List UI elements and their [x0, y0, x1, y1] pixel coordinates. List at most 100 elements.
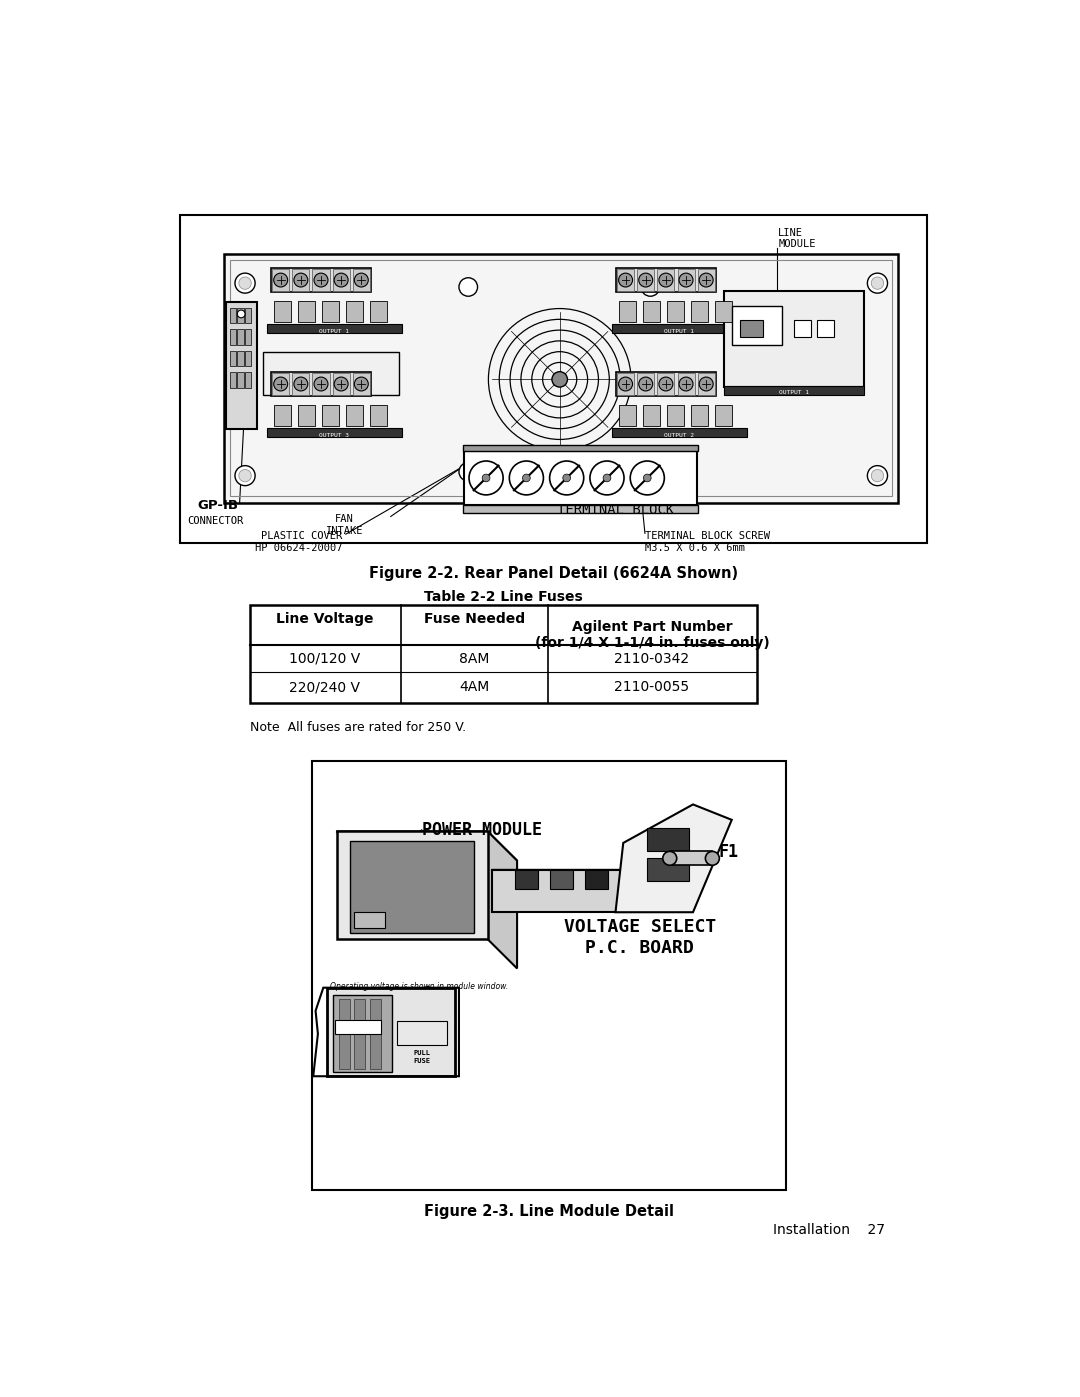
Text: 2110-0055: 2110-0055	[615, 680, 689, 694]
Circle shape	[469, 461, 503, 495]
Bar	[616, 372, 716, 397]
Circle shape	[705, 851, 719, 865]
Bar	[230, 330, 235, 345]
Text: A AMPS: A AMPS	[291, 374, 310, 379]
Bar	[369, 405, 387, 426]
Polygon shape	[616, 805, 732, 912]
Circle shape	[659, 274, 673, 286]
Text: OUTPUT 1: OUTPUT 1	[664, 328, 694, 334]
Text: 220/240 V: 220/240 V	[289, 680, 361, 694]
Bar	[312, 270, 329, 291]
Bar	[339, 999, 350, 1069]
Bar	[619, 405, 636, 426]
Circle shape	[619, 274, 633, 286]
Circle shape	[631, 461, 664, 495]
Circle shape	[314, 377, 328, 391]
Bar	[647, 827, 689, 851]
Bar	[346, 300, 363, 323]
Bar	[334, 996, 392, 1073]
Bar	[369, 300, 387, 323]
Bar	[245, 351, 252, 366]
Bar	[312, 760, 786, 1190]
Text: Table 2-2 Line Fuses: Table 2-2 Line Fuses	[423, 590, 582, 604]
Circle shape	[482, 474, 490, 482]
Bar	[227, 302, 257, 429]
Text: Note  All fuses are rated for 250 V.: Note All fuses are rated for 250 V.	[249, 721, 465, 733]
Bar	[691, 300, 707, 323]
Circle shape	[238, 310, 245, 317]
Polygon shape	[337, 831, 517, 861]
Circle shape	[552, 372, 567, 387]
Bar	[715, 405, 732, 426]
Circle shape	[354, 274, 368, 286]
Bar	[643, 300, 660, 323]
Circle shape	[679, 274, 693, 286]
Bar	[272, 270, 289, 291]
Bar	[670, 851, 713, 865]
Text: 8AM: 8AM	[459, 651, 489, 665]
Text: TERMINAL BLOCK: TERMINAL BLOCK	[557, 503, 675, 517]
Bar	[273, 405, 291, 426]
Bar	[463, 504, 699, 513]
Bar	[249, 605, 757, 703]
Bar	[677, 373, 694, 395]
Circle shape	[603, 474, 611, 482]
Text: POWER MODULE: POWER MODULE	[422, 820, 542, 838]
Text: (for 1/4 X 1-1/4 in. fuses only): (for 1/4 X 1-1/4 in. fuses only)	[535, 636, 769, 650]
Text: TERMINAL BLOCK SCREW
M3.5 X 0.6 X 6mm: TERMINAL BLOCK SCREW M3.5 X 0.6 X 6mm	[645, 531, 770, 553]
Circle shape	[239, 277, 252, 289]
Bar	[293, 270, 309, 291]
Bar	[658, 373, 674, 395]
Circle shape	[550, 461, 583, 495]
Text: LINE
MODULE: LINE MODULE	[779, 228, 815, 249]
Bar	[584, 870, 608, 888]
Bar	[658, 270, 674, 291]
Bar	[273, 300, 291, 323]
Bar	[225, 254, 899, 503]
Text: FUSE: FUSE	[414, 1058, 430, 1063]
Text: OUTPUT 1: OUTPUT 1	[779, 390, 809, 395]
Text: 100/120 V: 100/120 V	[289, 651, 361, 665]
Bar	[724, 291, 864, 387]
Bar	[245, 373, 252, 388]
Circle shape	[334, 377, 348, 391]
Bar	[464, 451, 697, 504]
Circle shape	[872, 469, 883, 482]
Circle shape	[235, 274, 255, 293]
Bar	[245, 330, 252, 345]
Bar	[677, 270, 694, 291]
Bar	[463, 444, 699, 451]
Circle shape	[273, 377, 287, 391]
Bar	[619, 300, 636, 323]
Circle shape	[563, 474, 570, 482]
Circle shape	[619, 377, 633, 391]
Bar	[346, 405, 363, 426]
Text: Operating voltage is shown in module window.: Operating voltage is shown in module win…	[330, 982, 509, 992]
Circle shape	[872, 277, 883, 289]
Text: PLASTIC COVER
HP 06624-20007: PLASTIC COVER HP 06624-20007	[255, 531, 342, 553]
Circle shape	[642, 462, 660, 481]
Bar	[643, 405, 660, 426]
Text: +4-: +4-	[350, 312, 359, 317]
Bar	[691, 405, 707, 426]
Bar	[611, 427, 747, 437]
Circle shape	[867, 465, 888, 486]
Circle shape	[235, 465, 255, 486]
Bar	[353, 270, 369, 291]
Bar	[327, 988, 455, 1076]
Circle shape	[638, 377, 652, 391]
Bar	[617, 373, 634, 395]
Bar	[322, 405, 339, 426]
Bar	[238, 351, 243, 366]
Bar	[230, 373, 235, 388]
Bar	[267, 324, 403, 334]
Bar	[333, 373, 350, 395]
Bar	[293, 373, 309, 395]
Text: OUTPUT 3: OUTPUT 3	[320, 433, 349, 437]
Circle shape	[590, 461, 624, 495]
Bar	[794, 320, 811, 337]
Bar	[698, 373, 715, 395]
Bar	[617, 270, 634, 291]
Text: VOLTAGE SELECT
P.C. BOARD: VOLTAGE SELECT P.C. BOARD	[564, 918, 716, 957]
Circle shape	[354, 377, 368, 391]
